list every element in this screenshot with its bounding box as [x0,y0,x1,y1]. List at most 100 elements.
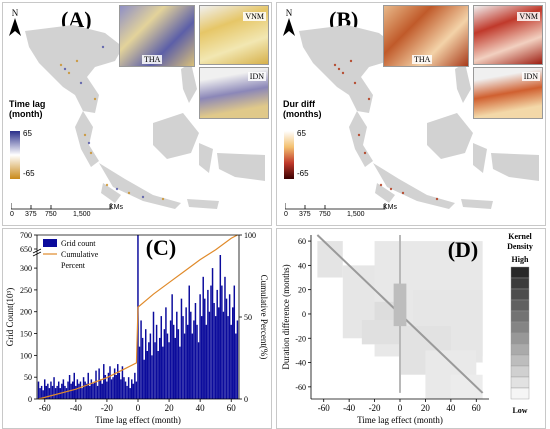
axis-break [32,248,42,257]
y-tick-label: 150 [20,330,32,339]
bar [199,294,201,399]
bar [166,333,169,399]
bar [82,377,85,399]
bar [70,383,72,399]
bar [93,381,96,399]
bar [117,364,119,399]
panel-c-label: (C) [146,235,177,260]
bar [84,381,86,399]
inset-label-tha-a: THA [142,55,163,64]
colorbar-step [510,376,530,389]
bar [219,255,222,399]
x-axis-label: Time lag effect (month) [95,415,181,425]
bar [57,381,60,399]
bar [99,379,102,399]
bar [191,333,194,399]
bar [39,388,41,399]
bar [79,381,82,399]
bar [235,333,237,399]
bar [197,342,200,399]
x-tick-label: -20 [101,403,113,413]
legend-min-b: -65 [297,169,309,178]
bar [138,346,141,399]
chart-d-svg: -60 -40 -20 0 20 40 60 60 40 20 0 -20 -40 -60 Time lag… [281,232,533,425]
colorbar-step [510,387,530,400]
bar [42,390,44,399]
panel-b-map: (B) N THA VNM IDN Dur diff (months) [276,2,546,226]
inset-tha-a: THA [119,5,195,67]
bar [227,316,229,399]
bar [123,377,125,399]
colorbar-step [510,343,530,356]
bar [186,324,189,399]
bar [148,342,150,399]
southeast-asia-map-a [25,25,265,209]
x-tick-label: -60 [39,403,51,413]
bar [106,381,108,399]
bar [124,381,127,399]
bar [157,351,159,399]
bar [194,303,197,399]
bar [213,303,215,399]
x-tick-label: 40 [446,403,456,413]
legend-min-a: -65 [23,169,35,178]
bar [75,385,77,399]
bar [158,337,161,399]
legend-bar-a [10,131,20,179]
colorbar-step [510,299,530,312]
colorbar-title-line: Kernel [508,232,532,241]
panel-c-chart: -60 -40 -20 0 20 40 60 0 50 100 150 200 250 300 650 700… [2,228,272,429]
bar [174,337,176,399]
bar [45,385,48,399]
inset-tha-b: THA [383,5,469,67]
bar [53,377,55,399]
bar [50,381,52,399]
bar [129,388,131,399]
bar [140,320,142,399]
bar [205,324,208,399]
bar [78,383,80,399]
legend-label-cumulative: Cumulative [61,250,99,259]
bar [149,333,152,399]
y-tick-label: 100 [20,351,32,360]
scale-bar-b: 0 375 750 1,500 KMs [284,203,397,218]
y-tick-label: -20 [295,334,306,343]
y-tick-label: 40 [298,261,306,270]
colorbar-step [510,277,530,290]
bar [208,311,211,399]
bar [51,385,54,399]
colorbar-high-label: High [512,255,529,264]
x-tick-label: -60 [318,403,330,413]
panel-d-label: (D) [448,237,479,262]
bar [146,351,149,399]
bar [171,294,173,399]
bar [85,383,88,399]
bar [207,289,209,399]
bar [163,329,166,399]
bar [176,311,178,399]
inset-label-vnm-a: VNM [243,12,266,21]
bar [177,329,180,399]
inset-idn-a: IDN [199,67,269,119]
bar [141,337,144,399]
bar [182,316,184,399]
bar [183,333,186,399]
inset-label-idn-b: IDN [521,72,540,81]
x-tick-label: 60 [472,403,482,413]
bar [131,379,133,399]
bar [113,368,116,399]
y2-tick-label: 0 [244,395,248,404]
bar [162,346,164,399]
y2-tick-label: 100 [244,231,256,240]
bar [61,383,63,399]
bar [92,383,94,399]
y-tick-label: -60 [295,383,306,392]
cumulative-line [38,234,238,400]
bar [169,320,172,399]
bar [98,368,100,399]
bar [193,320,195,399]
bar [73,372,75,399]
colorbar-step [510,310,530,323]
x-tick-label: -20 [369,403,381,413]
bar [190,311,192,399]
